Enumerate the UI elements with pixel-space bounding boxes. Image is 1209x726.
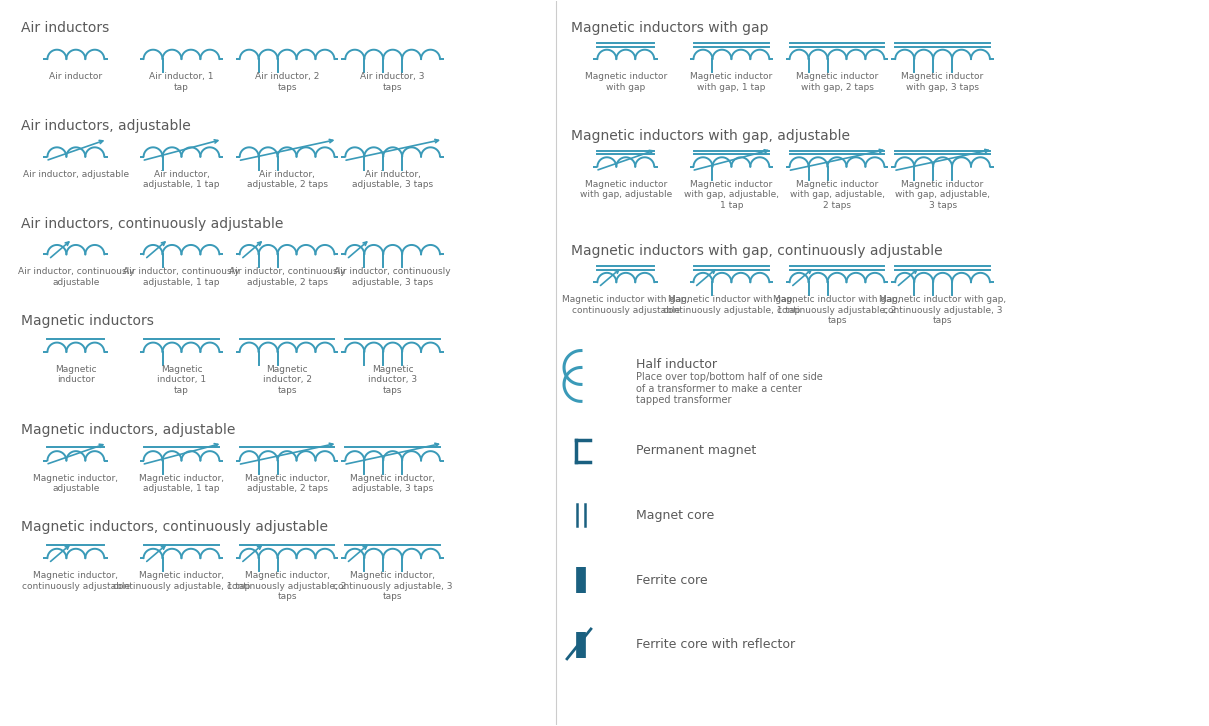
- Text: Air inductor, 1
tap: Air inductor, 1 tap: [149, 72, 214, 91]
- Text: Ferrite core with reflector: Ferrite core with reflector: [636, 638, 794, 651]
- Text: Air inductors, adjustable: Air inductors, adjustable: [21, 119, 191, 133]
- Text: Magnetic inductors with gap: Magnetic inductors with gap: [571, 21, 769, 36]
- Text: Air inductor,
adjustable, 2 taps: Air inductor, adjustable, 2 taps: [247, 170, 328, 189]
- Text: Permanent magnet: Permanent magnet: [636, 444, 756, 457]
- Text: Air inductor,
adjustable, 3 taps: Air inductor, adjustable, 3 taps: [352, 170, 433, 189]
- Text: Magnetic inductors: Magnetic inductors: [21, 314, 154, 328]
- Text: Magnetic inductor,
continuously adjustable, 2
taps: Magnetic inductor, continuously adjustab…: [227, 571, 347, 601]
- Text: Magnetic inductor
with gap: Magnetic inductor with gap: [585, 72, 667, 91]
- Text: Magnetic inductor,
continuously adjustable, 3
taps: Magnetic inductor, continuously adjustab…: [332, 571, 452, 601]
- Text: Magnetic inductors, continuously adjustable: Magnetic inductors, continuously adjusta…: [21, 521, 328, 534]
- Text: Magnetic inductor with gap,
continuously adjustable, 2
taps: Magnetic inductor with gap, continuously…: [774, 295, 901, 325]
- Text: Air inductors: Air inductors: [21, 21, 109, 36]
- Text: Air inductor,
adjustable, 1 tap: Air inductor, adjustable, 1 tap: [143, 170, 220, 189]
- Text: Magnetic inductor,
adjustable, 3 taps: Magnetic inductor, adjustable, 3 taps: [351, 473, 435, 493]
- Text: Ferrite core: Ferrite core: [636, 574, 707, 587]
- Text: Magnetic
inductor, 2
taps: Magnetic inductor, 2 taps: [262, 365, 312, 395]
- Text: Magnetic
inductor: Magnetic inductor: [56, 365, 97, 384]
- Text: Magnetic
inductor, 1
tap: Magnetic inductor, 1 tap: [157, 365, 206, 395]
- Text: Magnetic inductor with gap,
continuously adjustable: Magnetic inductor with gap, continuously…: [562, 295, 689, 314]
- Text: Air inductor, continuously
adjustable, 3 taps: Air inductor, continuously adjustable, 3…: [335, 267, 451, 287]
- Text: Magnetic inductor
with gap, 2 taps: Magnetic inductor with gap, 2 taps: [796, 72, 878, 91]
- Text: Magnetic inductor,
adjustable, 2 taps: Magnetic inductor, adjustable, 2 taps: [244, 473, 330, 493]
- Text: Magnetic inductor with gap,
continuously adjustable, 1 tap: Magnetic inductor with gap, continuously…: [663, 295, 800, 314]
- Text: Magnetic
inductor, 3
taps: Magnetic inductor, 3 taps: [368, 365, 417, 395]
- Text: Air inductor, adjustable: Air inductor, adjustable: [23, 170, 129, 179]
- Text: Magnetic inductor with gap,
continuously adjustable, 3
taps: Magnetic inductor with gap, continuously…: [879, 295, 1006, 325]
- Text: Magnetic inductor
with gap, adjustable,
2 taps: Magnetic inductor with gap, adjustable, …: [789, 180, 885, 210]
- Text: Magnet core: Magnet core: [636, 509, 715, 522]
- Text: Air inductor, continuously
adjustable, 1 tap: Air inductor, continuously adjustable, 1…: [123, 267, 239, 287]
- Text: Magnetic inductors with gap, adjustable: Magnetic inductors with gap, adjustable: [571, 129, 850, 143]
- Text: Magnetic inductor
with gap, adjustable,
3 taps: Magnetic inductor with gap, adjustable, …: [895, 180, 990, 210]
- Text: Magnetic inductor
with gap, 3 taps: Magnetic inductor with gap, 3 taps: [902, 72, 984, 91]
- Text: Air inductor, 2
taps: Air inductor, 2 taps: [255, 72, 319, 91]
- Text: Air inductor: Air inductor: [50, 72, 103, 81]
- Text: Magnetic inductor
with gap, 1 tap: Magnetic inductor with gap, 1 tap: [690, 72, 773, 91]
- Text: Magnetic inductor
with gap, adjustable,
1 tap: Magnetic inductor with gap, adjustable, …: [684, 180, 779, 210]
- Text: Half inductor: Half inductor: [636, 358, 717, 371]
- Text: Air inductor, 3
taps: Air inductor, 3 taps: [360, 72, 424, 91]
- Text: Magnetic inductor
with gap, adjustable: Magnetic inductor with gap, adjustable: [579, 180, 672, 199]
- Text: Air inductor, continuously
adjustable, 2 taps: Air inductor, continuously adjustable, 2…: [229, 267, 346, 287]
- Text: Magnetic inductors with gap, continuously adjustable: Magnetic inductors with gap, continuousl…: [571, 245, 943, 258]
- Text: Magnetic inductor,
continuously adjustable: Magnetic inductor, continuously adjustab…: [22, 571, 129, 590]
- Text: Air inductors, continuously adjustable: Air inductors, continuously adjustable: [21, 216, 283, 231]
- Text: Place over top/bottom half of one side
of a transformer to make a center
tapped : Place over top/bottom half of one side o…: [636, 372, 822, 405]
- Text: Air inductor, continuously
adjustable: Air inductor, continuously adjustable: [18, 267, 134, 287]
- Text: Magnetic inductor,
adjustable: Magnetic inductor, adjustable: [34, 473, 118, 493]
- Text: Magnetic inductor,
continuously adjustable, 1 tap: Magnetic inductor, continuously adjustab…: [112, 571, 250, 590]
- Text: Magnetic inductors, adjustable: Magnetic inductors, adjustable: [21, 423, 236, 437]
- Text: Magnetic inductor,
adjustable, 1 tap: Magnetic inductor, adjustable, 1 tap: [139, 473, 224, 493]
